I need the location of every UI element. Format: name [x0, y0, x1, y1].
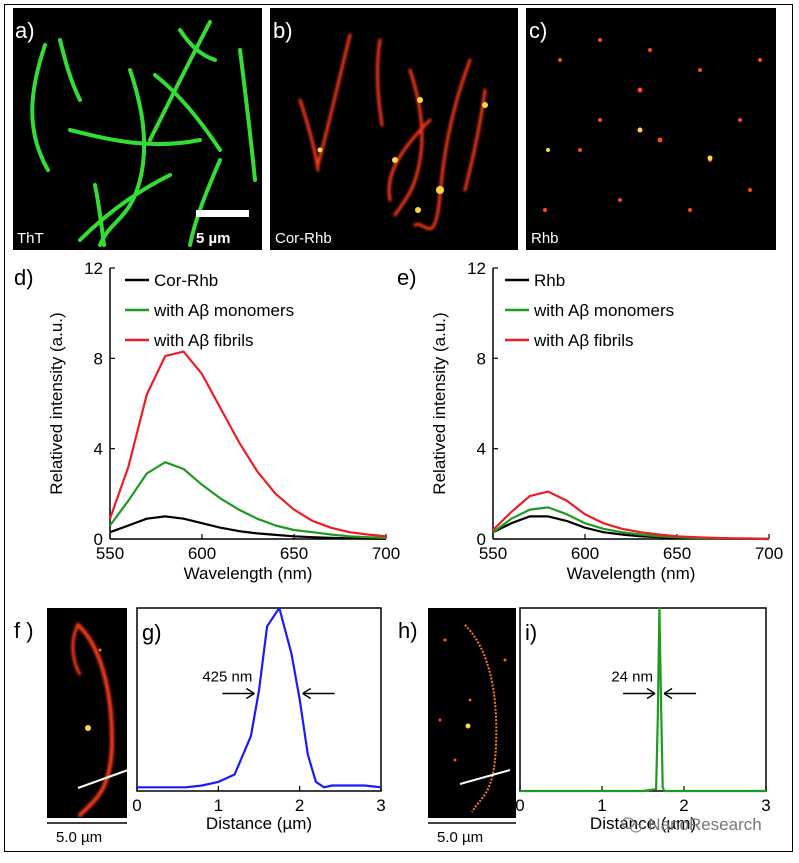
y-axis-label: Relatived intensity (a.u.): [430, 312, 449, 494]
panel-a-image: [13, 8, 262, 250]
y-axis-label: Relatived intensity (a.u.): [47, 312, 66, 494]
x-tick-label: 0: [515, 796, 524, 815]
x-tick-label: 1: [597, 796, 606, 815]
y-tick-label: 0: [477, 530, 486, 549]
series-line-0: [520, 608, 766, 791]
x-tick-label: 3: [761, 796, 770, 815]
x-axis-label: Wavelength (nm): [184, 564, 313, 583]
panel-f-scalebar: 5.0 µm: [56, 829, 102, 846]
series-line-0: [137, 608, 381, 787]
x-tick-label: 650: [280, 544, 308, 563]
x-tick-label: 600: [571, 544, 599, 563]
series-line-1: [493, 507, 769, 538]
y-tick-label: 12: [467, 259, 486, 278]
series-line-2: [110, 352, 386, 537]
fwhm-label: 24 nm: [611, 669, 653, 686]
legend-label: Rhb: [534, 271, 565, 290]
panel-c-label: Rhb: [531, 230, 559, 247]
panel-b-image: [270, 8, 518, 250]
series-line-1: [110, 462, 386, 538]
panel-letter: e): [397, 265, 417, 290]
legend-label: with Aβ fibrils: [533, 331, 634, 350]
x-tick-label: 700: [755, 544, 783, 563]
x-tick-label: 700: [372, 544, 400, 563]
x-axis-label: Wavelength (nm): [567, 564, 696, 583]
panel-h-letter: h): [398, 618, 418, 643]
watermark: NanoResearch: [648, 815, 761, 834]
x-axis-label: Distance (µm): [206, 814, 312, 833]
panel-f-letter: f ): [14, 618, 34, 643]
panel-c-letter: c): [529, 18, 547, 43]
legend-label: Cor-Rhb: [154, 271, 218, 290]
panel-f-image: [47, 608, 128, 823]
panel-h-scalebar: 5.0 µm: [437, 829, 483, 846]
panel-h-image: [428, 608, 516, 823]
panel-b-label: Cor-Rhb: [275, 230, 332, 247]
panel-letter: i): [525, 620, 537, 645]
y-tick-label: 12: [84, 259, 103, 278]
panel-a-label: ThT: [17, 230, 44, 247]
series-line-0: [493, 516, 769, 539]
legend-label: with Aβ monomers: [533, 301, 674, 320]
y-tick-label: 4: [477, 440, 486, 459]
panel-letter: g): [142, 620, 162, 645]
panel-c-image: [526, 8, 776, 250]
plot-frame: [520, 608, 766, 791]
x-tick-label: 2: [679, 796, 688, 815]
y-tick-label: 8: [477, 349, 486, 368]
panel-a-letter: a): [15, 18, 35, 43]
x-tick-label: 1: [214, 796, 223, 815]
y-tick-label: 8: [94, 349, 103, 368]
legend-label: with Aβ monomers: [153, 301, 294, 320]
y-tick-label: 0: [94, 530, 103, 549]
fwhm-label: 425 nm: [202, 669, 252, 686]
panel-a-scalebar: 5 µm: [196, 230, 231, 247]
x-tick-label: 600: [188, 544, 216, 563]
series-line-2: [493, 492, 769, 539]
legend-label: with Aβ fibrils: [153, 331, 254, 350]
x-tick-label: 2: [295, 796, 304, 815]
chart-g: 0 1 2 3 Distance (µm) g) 425 nm: [132, 608, 385, 833]
y-tick-label: 4: [94, 440, 103, 459]
plot-frame: [137, 608, 381, 791]
panel-b-letter: b): [273, 18, 293, 43]
panel-letter: d): [14, 265, 34, 290]
x-tick-label: 650: [663, 544, 691, 563]
x-tick-label: 0: [132, 796, 141, 815]
x-tick-label: 3: [376, 796, 385, 815]
